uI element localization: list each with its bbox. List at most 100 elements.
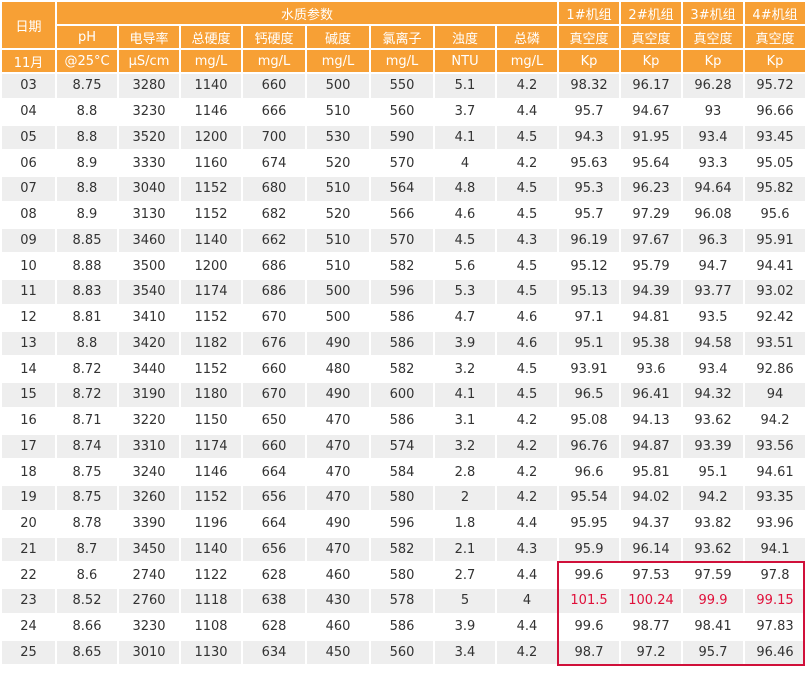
- value-cell: 1174: [181, 434, 241, 459]
- value-cell: 1174: [181, 280, 241, 304]
- date-cell: 09: [2, 228, 55, 253]
- table-row: 05 8.8 3520 1200 700 530 590 4.1 4.5 94.3 91.95 93.…: [2, 125, 805, 150]
- value-cell: 3230: [119, 99, 179, 124]
- value-cell: 470: [307, 460, 369, 484]
- value-cell: 93.96: [745, 511, 805, 536]
- param-header-total-phosphorus: 总磷: [497, 26, 558, 48]
- value-cell: 530: [307, 125, 369, 150]
- date-cell: 11: [2, 280, 55, 304]
- value-cell: 1152: [181, 305, 241, 330]
- date-cell: 06: [2, 151, 55, 175]
- value-cell: 95.1: [559, 331, 620, 356]
- value-cell: 8.7: [57, 537, 117, 562]
- unit4-group-header: 4#机组: [745, 2, 805, 24]
- unit-header-total-phosphorus: mg/L: [497, 50, 558, 72]
- value-cell: 3520: [119, 125, 179, 150]
- value-cell: 450: [307, 640, 369, 665]
- value-cell: 97.53: [621, 563, 682, 587]
- value-cell: 95.38: [621, 331, 682, 356]
- unit2-group-header: 2#机组: [621, 2, 682, 24]
- table-row: 06 8.9 3330 1160 674 520 570 4 4.2 95.63 95.64 93.3…: [2, 151, 805, 175]
- value-cell: 4.5: [497, 383, 558, 407]
- value-cell: 470: [307, 537, 369, 562]
- value-cell: 660: [243, 357, 305, 381]
- value-cell: 97.67: [621, 228, 682, 253]
- value-cell: 584: [371, 460, 433, 484]
- value-cell: 95.79: [621, 254, 682, 278]
- value-cell: 93.77: [683, 280, 744, 304]
- value-cell: 510: [307, 177, 369, 201]
- value-cell: 96.5: [559, 383, 620, 407]
- param-header-vacuum-4: 真空度: [745, 26, 805, 48]
- value-cell: 586: [371, 408, 433, 433]
- value-cell: 1152: [181, 486, 241, 510]
- value-cell: 580: [371, 563, 433, 587]
- param-header-total-hardness: 总硬度: [181, 26, 241, 48]
- value-cell: 682: [243, 202, 305, 227]
- value-cell: 3500: [119, 254, 179, 278]
- value-cell: 1140: [181, 537, 241, 562]
- value-cell: 8.75: [57, 74, 117, 98]
- value-cell: 94.2: [683, 486, 744, 510]
- value-cell: 93.3: [683, 151, 744, 175]
- value-cell: 3130: [119, 202, 179, 227]
- value-cell: 92.86: [745, 357, 805, 381]
- water-params-group-header: 水质参数: [57, 2, 558, 24]
- value-cell: 95.13: [559, 280, 620, 304]
- month-header: 11月: [2, 50, 55, 72]
- value-cell: 628: [243, 563, 305, 587]
- value-cell: 97.29: [621, 202, 682, 227]
- value-cell: 700: [243, 125, 305, 150]
- value-cell: 93.35: [745, 486, 805, 510]
- value-cell: 4.6: [435, 202, 495, 227]
- value-cell: 96.6: [559, 460, 620, 484]
- value-cell: 566: [371, 202, 433, 227]
- value-cell: 94.61: [745, 460, 805, 484]
- value-cell: 3.4: [435, 640, 495, 665]
- value-cell: 582: [371, 357, 433, 381]
- value-cell: 94.67: [621, 99, 682, 124]
- value-cell: 93.91: [559, 357, 620, 381]
- value-cell: 93.82: [683, 511, 744, 536]
- value-cell: 94.32: [683, 383, 744, 407]
- value-cell: 97.1: [559, 305, 620, 330]
- value-cell: 1196: [181, 511, 241, 536]
- value-cell: 570: [371, 228, 433, 253]
- value-cell: 3410: [119, 305, 179, 330]
- value-cell: 8.9: [57, 151, 117, 175]
- value-cell: 8.8: [57, 177, 117, 201]
- table-row: 13 8.8 3420 1182 676 490 586 3.9 4.6 95.1 95.38 94.…: [2, 331, 805, 356]
- value-cell: 94.64: [683, 177, 744, 201]
- value-cell: 680: [243, 177, 305, 201]
- unit-header-chloride: mg/L: [371, 50, 433, 72]
- unit-header-conductivity: μS/cm: [119, 50, 179, 72]
- table-row: 22 8.6 2740 1122 628 460 580 2.7 4.4 99.6 97.53 97.…: [2, 563, 805, 587]
- value-cell: 586: [371, 305, 433, 330]
- value-cell: 550: [371, 74, 433, 98]
- value-cell: 98.41: [683, 614, 744, 639]
- value-cell: 94.41: [745, 254, 805, 278]
- value-cell: 98.7: [559, 640, 620, 665]
- date-cell: 15: [2, 383, 55, 407]
- value-cell: 578: [371, 589, 433, 613]
- value-cell: 95.9: [559, 537, 620, 562]
- value-cell: 650: [243, 408, 305, 433]
- table-row: 23 8.52 2760 1118 638 430 578 5 4 101.5 100.24 99.9…: [2, 589, 805, 613]
- unit-header-vacuum-2: Kp: [621, 50, 682, 72]
- table-row: 17 8.74 3310 1174 660 470 574 3.2 4.2 96.76 94.87 9…: [2, 434, 805, 459]
- value-cell: 99.6: [559, 614, 620, 639]
- value-cell: 3390: [119, 511, 179, 536]
- value-cell: 580: [371, 486, 433, 510]
- value-cell: 3220: [119, 408, 179, 433]
- value-cell: 1.8: [435, 511, 495, 536]
- value-cell: 4.5: [497, 280, 558, 304]
- value-cell: 8.75: [57, 460, 117, 484]
- value-cell: 8.9: [57, 202, 117, 227]
- value-cell: 8.8: [57, 125, 117, 150]
- value-cell: 2740: [119, 563, 179, 587]
- value-cell: 97.59: [683, 563, 744, 587]
- value-cell: 92.42: [745, 305, 805, 330]
- value-cell: 91.95: [621, 125, 682, 150]
- value-cell: 430: [307, 589, 369, 613]
